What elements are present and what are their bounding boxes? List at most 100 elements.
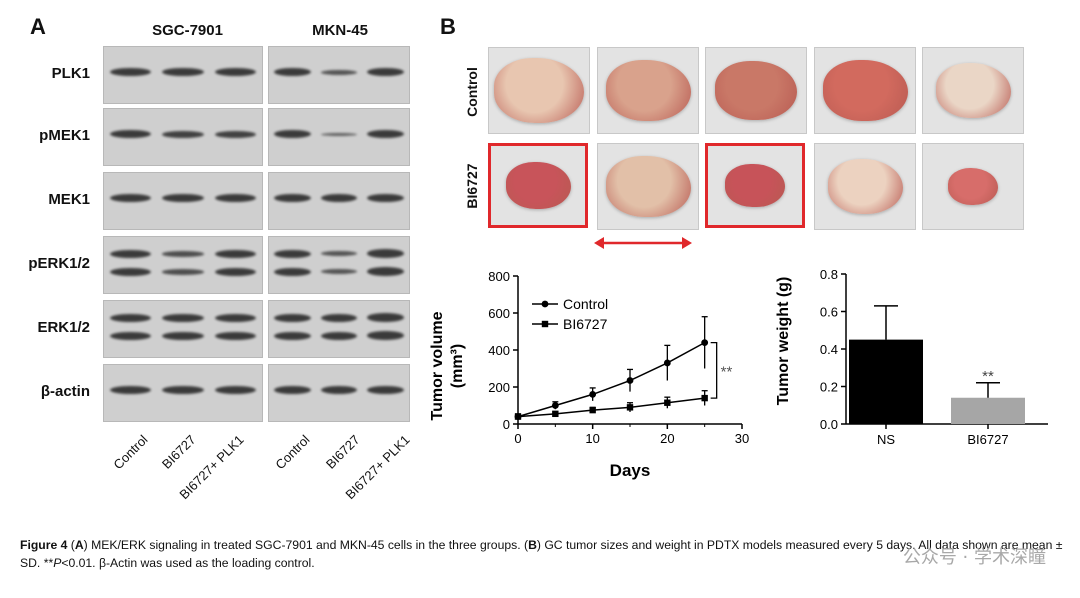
blot-band — [274, 194, 311, 203]
caption-text: ) MEK/ERK signaling in treated SGC-7901 … — [83, 538, 529, 552]
data-point — [664, 399, 671, 406]
tumor-tissue — [494, 57, 584, 123]
tumor-tissue — [605, 59, 691, 122]
blot-strip — [268, 108, 410, 166]
blot-band — [367, 249, 404, 259]
blot-band — [320, 69, 358, 75]
blot-band — [320, 386, 358, 395]
x-tick-label: NS — [877, 432, 895, 447]
blot-band — [320, 313, 358, 322]
data-point — [626, 377, 634, 384]
blot-row-label: ERK1/2 — [37, 319, 90, 336]
blot-band — [109, 313, 151, 322]
tumor-photo-highlighted — [488, 143, 588, 228]
tumor-photo — [597, 143, 699, 230]
x-tick-label: 0 — [514, 431, 521, 446]
blot-strip — [268, 172, 410, 230]
blot-band — [274, 386, 311, 395]
tumor-tissue — [822, 59, 908, 122]
blot-strip — [268, 300, 410, 358]
blot-band — [367, 194, 404, 203]
blot-band — [109, 267, 151, 276]
blot-strip — [268, 236, 410, 294]
blot-band — [274, 130, 311, 139]
y-tick-label: 0.0 — [820, 417, 838, 432]
blot-band — [274, 267, 311, 276]
blot-band — [320, 269, 358, 275]
y-tick-label: 0.4 — [820, 342, 838, 357]
data-point — [701, 394, 708, 402]
tumor-tissue — [827, 159, 903, 214]
tumor-photo — [922, 47, 1024, 134]
y-tick-label: 200 — [488, 380, 510, 395]
blot-band — [215, 331, 257, 340]
blot-band — [162, 68, 204, 77]
blot-band — [320, 331, 358, 340]
tumor-tissue — [725, 163, 785, 208]
caption-text: <0.01. β-Actin was used as the loading c… — [61, 556, 315, 570]
caption-text: B — [528, 538, 537, 552]
blot-band — [109, 249, 151, 258]
blot-strip — [103, 46, 263, 104]
tumor-photo — [814, 47, 916, 134]
tumor-photo — [705, 47, 807, 134]
y-tick-label: 400 — [488, 343, 510, 358]
legend-label: BI6727 — [563, 316, 608, 332]
tumor-photo — [814, 143, 916, 230]
figure-caption: Figure 4 (A) MEK/ERK signaling in treate… — [20, 536, 1070, 572]
x-tick-label: 20 — [660, 431, 674, 446]
blot-band — [215, 313, 257, 322]
data-point — [514, 413, 522, 420]
caption-figure-number: Figure 4 — [20, 538, 68, 552]
blot-strip — [103, 364, 263, 422]
bar — [849, 339, 923, 424]
blot-strip — [103, 300, 263, 358]
caption-text: A — [74, 538, 84, 552]
blot-band — [215, 386, 257, 395]
blot-band — [109, 386, 151, 395]
tumor-volume-chart: 0 10 20 30 0 200 400 600 800 Control BI6727 ** Day… — [429, 269, 749, 480]
y-tick-label: 800 — [488, 269, 510, 284]
blot-band — [215, 194, 257, 203]
blot-strip — [268, 364, 410, 422]
bar — [951, 397, 1025, 424]
tumor-photo — [488, 47, 590, 134]
blot-band — [320, 194, 358, 203]
tumor-tissue — [715, 60, 797, 121]
blot-band — [274, 68, 311, 77]
blot-band — [162, 194, 204, 203]
tumor-tissue — [935, 63, 1011, 118]
blot-strip — [103, 236, 263, 294]
significance-label: ** — [982, 368, 994, 385]
tumor-tissue — [605, 155, 691, 218]
panel-b-letter: B — [440, 14, 456, 39]
blot-row-label: pMEK1 — [39, 127, 90, 144]
x-tick-label: BI6727 — [967, 432, 1008, 447]
data-point — [663, 359, 671, 367]
data-point — [589, 406, 596, 414]
x-tick-label: 10 — [585, 431, 599, 446]
blot-row-label: β-actin — [40, 383, 90, 400]
blot-band — [274, 331, 311, 340]
tumor-photo-highlighted — [705, 143, 805, 228]
data-point — [626, 404, 634, 411]
blot-band — [162, 251, 204, 257]
blot-row-label: PLK1 — [51, 65, 90, 82]
data-point — [589, 391, 597, 398]
blot-band — [162, 386, 204, 395]
y-tick-label: 0.6 — [820, 305, 838, 320]
caption-text: P — [53, 556, 62, 570]
watermark: 公众号 · 学术深瞳 — [902, 547, 1046, 568]
blot-band — [367, 331, 404, 341]
data-point — [552, 410, 559, 418]
blot-band — [162, 268, 204, 275]
legend-marker — [541, 300, 549, 308]
blot-band — [367, 130, 404, 139]
chart-xlabel: Days — [610, 461, 651, 480]
tumor-weight-chart: 0.0 0.2 0.4 0.6 0.8 NS BI6727 ** Tumor weight … — [775, 267, 1048, 447]
blot-band — [215, 249, 257, 258]
blot-band — [274, 313, 311, 322]
blot-band — [320, 251, 358, 257]
tumor-photo — [597, 47, 699, 134]
blot-band — [162, 130, 204, 138]
